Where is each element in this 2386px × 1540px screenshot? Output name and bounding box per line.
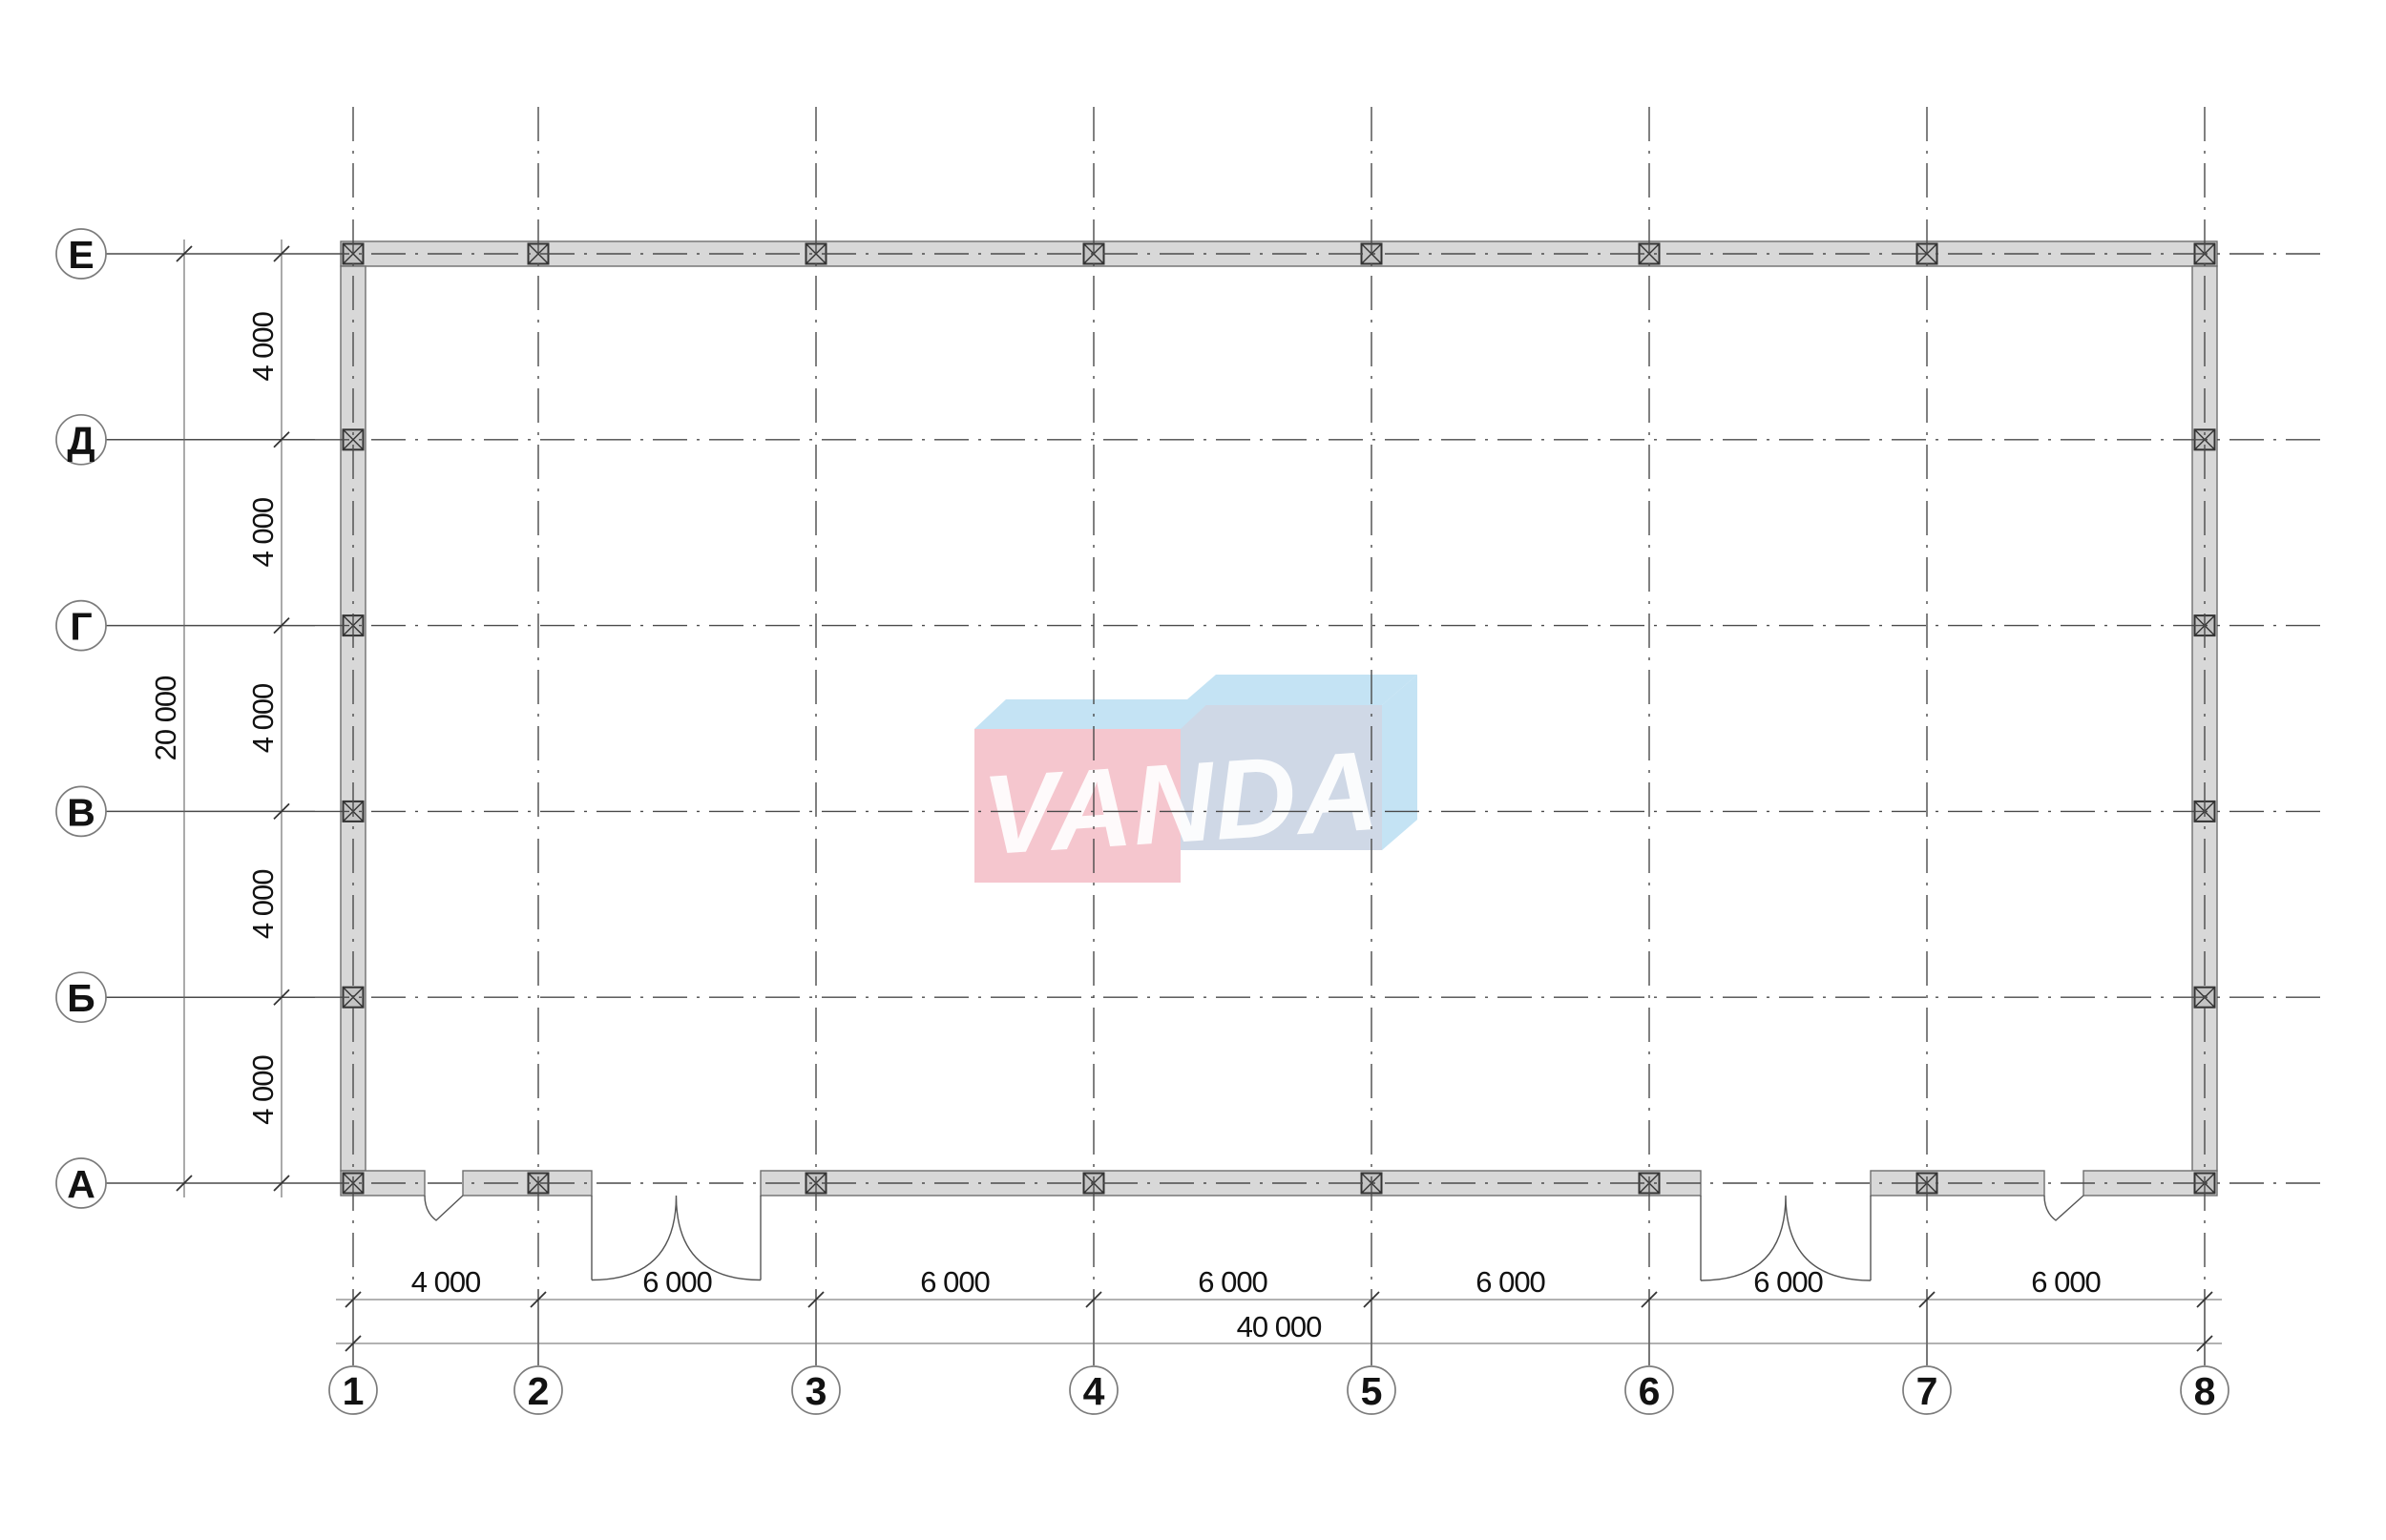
doors-layer (424, 1195, 2084, 1281)
grid-bubble-col-5 (1347, 1365, 1396, 1415)
logo-box-blue-front (1181, 705, 1382, 850)
grid-bubble-label: 6 (1639, 1369, 1661, 1413)
dimensions-layer: 4 000 6 000 6 000 6 000 6 000 6 000 6 000 40 00… (149, 239, 2222, 1352)
grid-bubble-col-8 (2180, 1365, 2229, 1415)
grid-bubble-col-7 (1902, 1365, 1952, 1415)
dimension-label-total-height: 20 000 (149, 676, 182, 761)
grid-bubble-label: А (67, 1162, 95, 1206)
door-single-left (424, 1195, 464, 1221)
dimension-tick (273, 616, 290, 635)
logo-layer: VANDA (974, 675, 1417, 883)
dimension-label: 4 000 (246, 497, 280, 567)
dimension-label: 4 000 (246, 869, 280, 939)
dimension-label: 6 000 (1476, 1265, 1545, 1299)
grid-bubble-col-2 (513, 1365, 563, 1415)
dimension-tick (345, 1291, 362, 1308)
dimension-tick (530, 1291, 547, 1308)
grid-bubble-label: Г (70, 605, 92, 649)
dimension-tick (2196, 1335, 2213, 1352)
column-x (343, 428, 364, 450)
grid-bubble-label: Б (67, 976, 94, 1020)
grid-bubble-row-В (55, 785, 107, 838)
dimension-label: 4 000 (411, 1265, 481, 1299)
grid-bubble-label: 4 (1083, 1369, 1105, 1413)
dimension-label: 6 000 (1753, 1265, 1823, 1299)
door-double (591, 1195, 762, 1281)
door-single-right (2043, 1195, 2084, 1221)
grid-bubble-col-4 (1069, 1365, 1119, 1415)
logo-box-blue-side (1382, 675, 1417, 850)
dimension-tick (273, 802, 290, 821)
grid-bubble-label: 1 (343, 1369, 365, 1413)
bubbles-layer: Е Д Г В Б А 1 2 3 4 5 6 7 8 (55, 228, 2229, 1415)
dimension-tick (176, 1175, 193, 1192)
grid-bubble-col-1 (328, 1365, 378, 1415)
dimension-label: 4 000 (246, 683, 280, 753)
dimension-tick (1085, 1291, 1102, 1308)
grid-bubble-col-6 (1624, 1365, 1674, 1415)
dimension-tick (1641, 1291, 1658, 1308)
grid-bubble-label: 5 (1361, 1369, 1383, 1413)
dimension-tick (1363, 1291, 1380, 1308)
grid-bubble-label: Д (67, 419, 94, 463)
grid-bubble-label: 7 (1916, 1369, 1938, 1413)
dimension-tick (273, 1175, 290, 1192)
axis-layer (106, 107, 2329, 1365)
dimension-tick (345, 1335, 362, 1352)
grid-bubble-row-Г (55, 599, 107, 652)
dimension-tick (273, 989, 290, 1006)
grid-bubble-row-А (55, 1157, 107, 1209)
grid-bubble-label: Е (68, 233, 94, 277)
dimension-tick (2196, 1291, 2213, 1308)
grid-bubble-label: 3 (806, 1369, 827, 1413)
door-double (1700, 1195, 1872, 1281)
dimension-label: 6 000 (642, 1265, 712, 1299)
dimension-label-total-width: 40 000 (1237, 1310, 1323, 1343)
logo-box-pink-front (974, 729, 1181, 883)
dimension-label: 4 000 (246, 311, 280, 381)
dimension-tick (1918, 1291, 1936, 1308)
grid-bubble-label: 8 (2194, 1369, 2216, 1413)
dimension-tick (273, 431, 290, 448)
dimension-label: 6 000 (2031, 1265, 2101, 1299)
dimension-tick (176, 245, 193, 262)
dimension-label: 4 000 (246, 1055, 280, 1125)
logo-text: VANDA (979, 728, 1383, 880)
grid-bubble-row-Е (55, 228, 107, 280)
dimension-tick (273, 245, 290, 262)
grid-bubble-label: В (67, 790, 95, 834)
dimension-label: 6 000 (920, 1265, 990, 1299)
grid-bubble-row-Д (55, 413, 107, 466)
grid-bubble-col-3 (791, 1365, 841, 1415)
logo-box-blue-top (1181, 675, 1417, 705)
dimension-tick (807, 1291, 825, 1308)
dimension-label: 6 000 (1198, 1265, 1267, 1299)
grid-bubble-label: 2 (528, 1369, 550, 1413)
grid-bubble-row-Б (55, 971, 107, 1024)
